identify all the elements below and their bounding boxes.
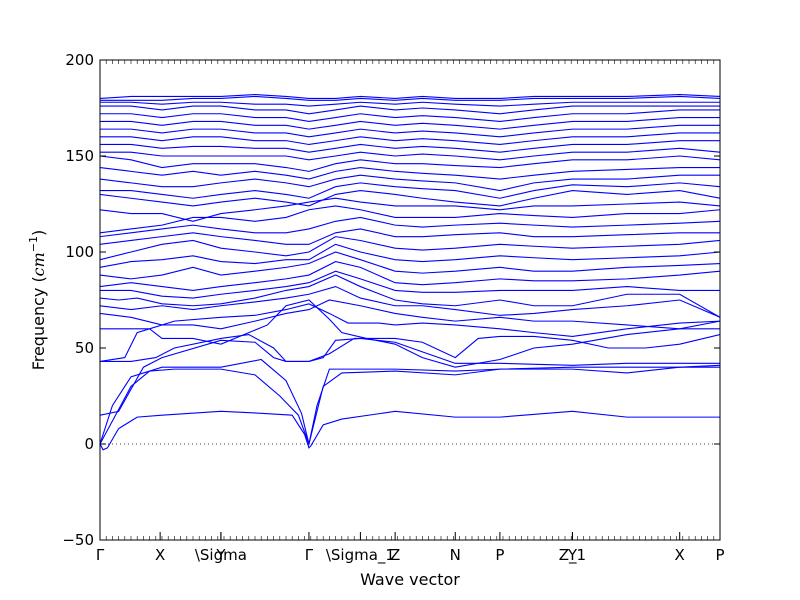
y-axis-label: Frequency (cm−1) [27,230,48,371]
band-line-29 [100,117,720,130]
y-tick-label: 100 [65,243,94,261]
band-line-27 [100,132,720,146]
band-line-21 [100,182,720,199]
band-line-19 [100,197,720,222]
x-tick-label: X [155,546,165,564]
x-tick-label: \Sigma_1 [326,546,395,565]
y-tick-label: −50 [62,531,94,549]
x-tick-label: \Sigma [195,546,247,564]
x-tick-label: X [675,546,685,564]
band-line-3 [100,358,720,445]
band-line-5 [100,333,720,362]
band-line-15 [100,236,720,261]
band-line-13 [100,251,720,280]
band-line-10 [100,274,720,318]
band-line-25 [100,147,720,161]
x-tick-label: P [715,546,724,564]
y-tick-label: 0 [84,435,94,453]
x-tick-label: P [495,546,504,564]
band-line-14 [100,243,720,268]
x-tick-label: Z [390,546,400,564]
band-line-32 [100,101,720,107]
band-line-18 [100,205,720,234]
band-line-28 [100,124,720,138]
band-line-22 [100,174,720,192]
x-tick-label: Y [567,546,578,564]
band-line-34 [100,94,720,99]
band-line-31 [100,105,720,115]
band-lines [100,94,720,451]
band-line-1 [100,410,720,451]
band-line-20 [100,190,720,207]
band-line-6 [100,299,720,368]
x-axis-label: Wave vector [360,570,460,589]
band-line-23 [100,166,720,180]
y-tick-label: 200 [65,51,94,69]
band-line-24 [100,155,720,172]
band-line-11 [100,270,720,299]
band-line-9 [100,285,720,318]
x-tick-label: N [450,546,461,564]
band-line-8 [100,299,720,330]
band-line-4 [100,337,720,416]
x-tick-label: Γ [96,546,105,564]
x-tick-label: Γ [305,546,314,564]
y-axis-ticks: −50 0 50 100 150 200 [62,51,720,549]
band-line-12 [100,261,720,291]
y-tick-label: 50 [75,339,94,357]
band-line-26 [100,140,720,153]
x-tick-label: Y [215,546,226,564]
band-line-30 [100,109,720,122]
band-line-17 [100,216,720,238]
band-line-7 [100,303,720,338]
x-tick-label: Z_1 [559,546,586,565]
band-line-33 [100,95,720,101]
y-tick-label: 150 [65,147,94,165]
band-line-16 [100,228,720,245]
